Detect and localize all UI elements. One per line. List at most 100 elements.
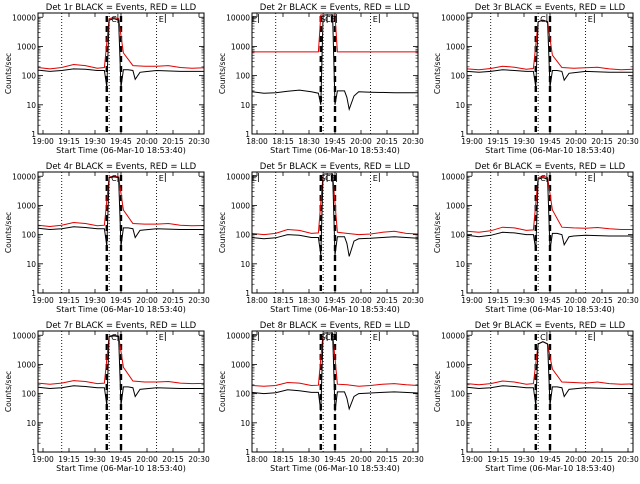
chart-panel-3: Det 3r BLACK = Events, RED = LLD C E 1 10 100… <box>433 3 639 155</box>
x-tick-label: 19:15 <box>58 455 80 464</box>
x-tick-label: 20:30 <box>402 455 424 464</box>
series-line-lld <box>37 334 205 385</box>
flag-label: E <box>330 333 335 342</box>
y-tick-label: 10000 <box>226 13 250 22</box>
y-tick-label: 10000 <box>12 331 36 340</box>
flag-label: E <box>252 333 257 342</box>
chart-title: Det 3r BLACK = Events, RED = LLD <box>475 3 626 13</box>
x-tick-label: 19:45 <box>110 137 132 146</box>
flag-label: C <box>111 174 117 183</box>
x-tick-label: 20:30 <box>188 296 210 305</box>
y-axis-label: Counts/sec <box>218 371 227 412</box>
x-tick-label: 19:00 <box>32 455 54 464</box>
y-tick-label: 1000 <box>17 201 36 210</box>
y-tick-label: 10 <box>455 101 465 110</box>
y-tick-label: 100 <box>236 390 251 399</box>
chart-panel-4: Det 4r BLACK = Events, RED = LLD C E 1 10 100… <box>4 162 210 314</box>
chart-title: Det 6r BLACK = Events, RED = LLD <box>475 162 626 172</box>
y-tick-label: 1 <box>245 448 250 457</box>
series-line-events <box>466 19 633 88</box>
x-tick-label: 19:15 <box>58 137 80 146</box>
y-tick-label: 1000 <box>446 42 465 51</box>
y-tick-label: 10000 <box>441 13 465 22</box>
chart-panel-1: Det 1r BLACK = Events, RED = LLD C E 1 10 100… <box>4 3 210 155</box>
x-tick-label: 20:15 <box>591 137 613 146</box>
y-axis-label: Counts/sec <box>218 212 227 253</box>
chart-title: Det 8r BLACK = Events, RED = LLD <box>260 321 411 331</box>
y-tick-label: 1 <box>245 130 250 139</box>
flag-label: C <box>325 174 331 183</box>
x-tick-label: 20:00 <box>565 137 587 146</box>
flag-label: S <box>321 15 326 24</box>
x-tick-label: 19:00 <box>461 137 483 146</box>
series-line-events <box>251 173 419 257</box>
chart-title: Det 7r BLACK = Events, RED = LLD <box>46 321 197 331</box>
y-tick-label: 10000 <box>12 13 36 22</box>
series-line-events <box>466 177 633 250</box>
chart-panel-7: Det 7r BLACK = Events, RED = LLD C E 1 10 100… <box>4 321 210 473</box>
y-tick-label: 10000 <box>441 331 465 340</box>
flag-label: S <box>321 333 326 342</box>
x-tick-label: 19:15 <box>58 296 80 305</box>
chart-panel-9: Det 9r BLACK = Events, RED = LLD C E 1 10 100… <box>433 321 639 473</box>
x-tick-label: 18:00 <box>246 296 268 305</box>
y-axis-label: Counts/sec <box>4 212 13 253</box>
series-line-events <box>37 18 204 88</box>
x-tick-label: 20:00 <box>136 296 158 305</box>
y-tick-label: 10 <box>240 101 250 110</box>
x-tick-label: 19:45 <box>324 296 346 305</box>
x-tick-label: 20:30 <box>617 296 639 305</box>
chart-title: Det 1r BLACK = Events, RED = LLD <box>46 3 197 13</box>
flag-label: C <box>540 333 546 342</box>
x-tick-label: 19:30 <box>84 137 106 146</box>
y-tick-label: 1000 <box>17 42 36 51</box>
y-tick-label: 10000 <box>226 331 250 340</box>
x-tick-label: 20:15 <box>591 296 613 305</box>
flag-label: E <box>373 174 378 183</box>
y-tick-label: 100 <box>451 390 466 399</box>
x-tick-label: 19:30 <box>84 455 106 464</box>
flag-label: E <box>588 15 593 24</box>
y-tick-label: 1 <box>31 448 36 457</box>
x-tick-label: 20:15 <box>376 455 398 464</box>
x-tick-label: 20:00 <box>350 137 372 146</box>
y-tick-label: 1000 <box>446 360 465 369</box>
y-axis-label: Counts/sec <box>433 371 442 412</box>
x-tick-label: 20:30 <box>188 137 210 146</box>
flag-label: C <box>111 15 117 24</box>
x-tick-label: 19:00 <box>32 296 54 305</box>
y-tick-label: 1 <box>460 130 465 139</box>
y-tick-label: 1000 <box>231 42 250 51</box>
y-tick-label: 10 <box>240 419 250 428</box>
y-tick-label: 1000 <box>446 201 465 210</box>
x-tick-label: 19:15 <box>487 137 509 146</box>
flag-label: E <box>252 174 257 183</box>
series-line-lld <box>466 175 633 233</box>
x-tick-label: 20:00 <box>350 296 372 305</box>
x-tick-label: 18:30 <box>298 137 320 146</box>
y-tick-label: 10 <box>26 101 36 110</box>
chart-title: Det 9r BLACK = Events, RED = LLD <box>475 321 626 331</box>
x-tick-label: 20:30 <box>188 455 210 464</box>
flag-label: C <box>540 15 546 24</box>
series-line-events <box>466 341 633 406</box>
series-line-events <box>251 14 418 112</box>
y-tick-label: 100 <box>22 390 37 399</box>
y-axis-label: Counts/sec <box>433 53 442 94</box>
y-axis-label: Counts/sec <box>433 212 442 253</box>
x-tick-label: 20:15 <box>376 296 398 305</box>
x-tick-label: 20:30 <box>402 137 424 146</box>
flag-label: E <box>159 15 164 24</box>
flag-label: E <box>588 174 593 183</box>
flag-label: S <box>321 174 326 183</box>
x-axis-label: Start Time (06-Mar-10 18:53:40) <box>56 305 186 314</box>
x-tick-label: 20:00 <box>565 296 587 305</box>
x-tick-label: 19:30 <box>513 455 535 464</box>
x-axis-label: Start Time (06-Mar-10 18:53:40) <box>270 305 400 314</box>
flag-label: E <box>330 15 335 24</box>
x-tick-label: 20:15 <box>162 455 184 464</box>
y-tick-label: 10 <box>455 419 465 428</box>
